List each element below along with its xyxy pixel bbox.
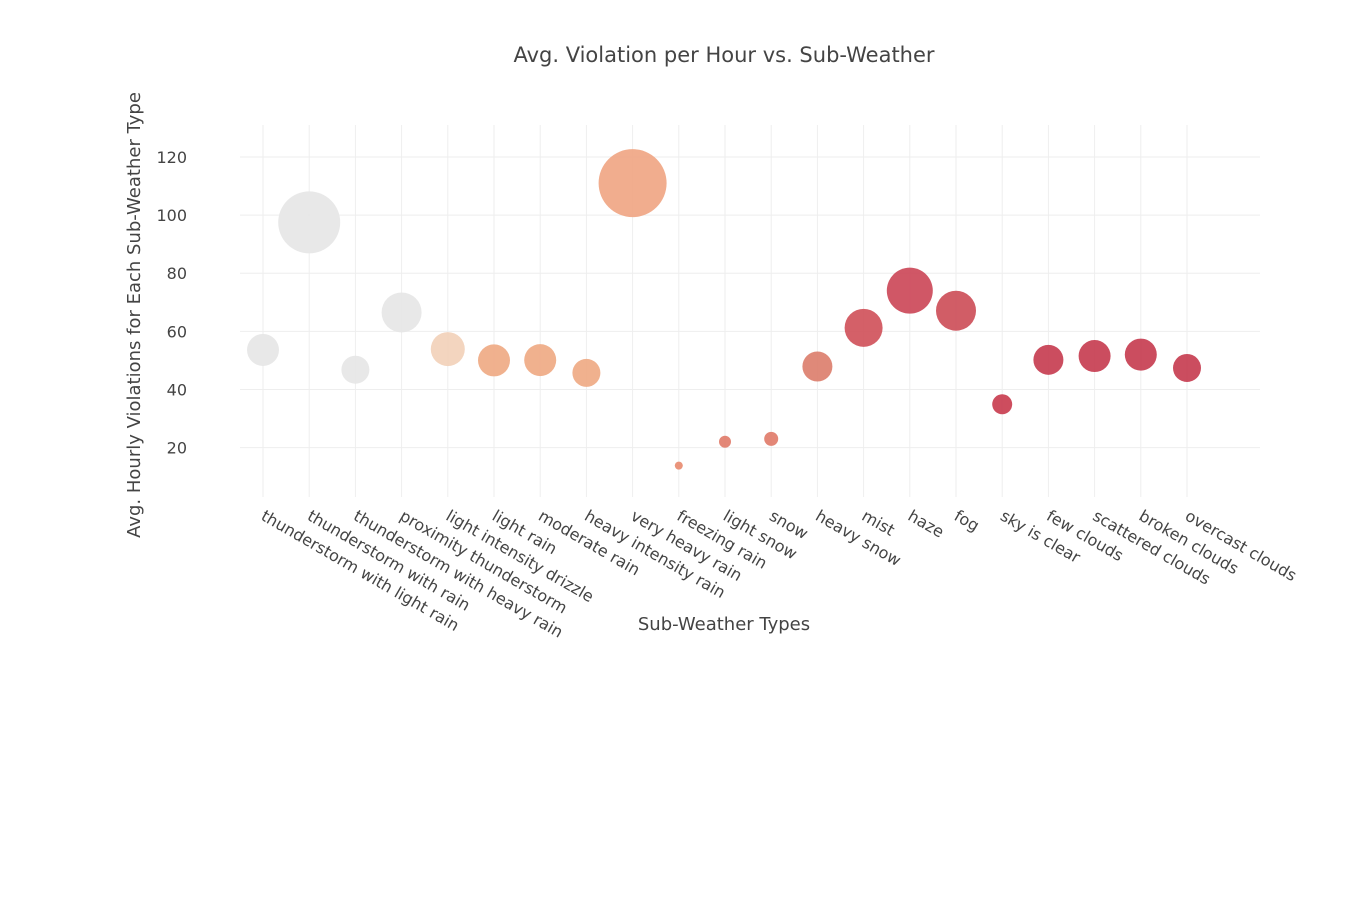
x-tick-label: heavy snow: [812, 506, 904, 570]
x-tick-label: fog: [951, 506, 983, 535]
bubble-marker: [1033, 344, 1064, 375]
y-tick-label: 20: [167, 439, 187, 458]
bubble-marker: [719, 435, 731, 448]
bubble-marker: [1078, 340, 1111, 373]
bubble-marker: [802, 351, 833, 382]
bubble-marker: [572, 358, 601, 387]
bubble-marker: [764, 431, 779, 446]
bubble-marker: [886, 267, 933, 314]
y-axis-title: Avg. Hourly Violations for Each Sub-Weat…: [124, 92, 145, 538]
y-tick-label: 100: [156, 206, 187, 225]
y-tick-label: 60: [167, 322, 187, 341]
bubble-marker: [478, 344, 510, 377]
bubble-marker: [1173, 353, 1201, 382]
x-tick-label: haze: [905, 506, 948, 542]
marker-layer: [247, 149, 1201, 470]
bubble-marker: [936, 290, 976, 331]
bubble-marker: [992, 394, 1013, 415]
y-tick-label: 120: [156, 148, 187, 167]
bubble-marker: [278, 191, 341, 254]
bubble-marker: [524, 344, 557, 377]
y-tick-label: 80: [167, 264, 187, 283]
chart-title: Avg. Violation per Hour vs. Sub-Weather: [513, 43, 934, 67]
bubble-marker: [844, 308, 883, 347]
bubble-marker: [381, 292, 422, 333]
bubble-marker: [341, 355, 370, 384]
bubble-marker: [1124, 338, 1157, 371]
x-axis-title: Sub-Weather Types: [638, 614, 810, 635]
bubble-marker: [430, 332, 465, 367]
bubble-marker: [598, 149, 667, 218]
y-tick-label: 40: [167, 380, 187, 399]
bubble-marker: [247, 333, 279, 366]
grid-layer: [240, 125, 1260, 497]
bubble-marker: [674, 461, 683, 470]
